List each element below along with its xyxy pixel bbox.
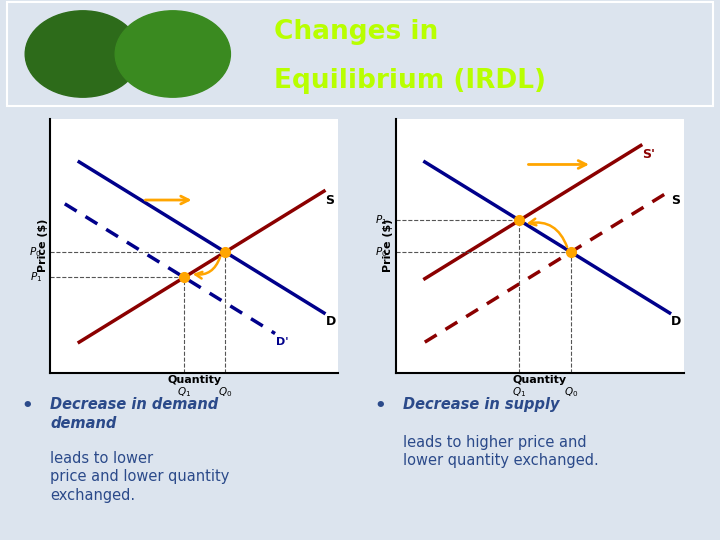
Text: S: S xyxy=(325,194,335,207)
Text: $Q_0$: $Q_0$ xyxy=(218,386,233,399)
Text: $P_0$: $P_0$ xyxy=(30,245,42,259)
Text: Decrease in supply: Decrease in supply xyxy=(403,397,559,413)
Text: S: S xyxy=(671,194,680,207)
Text: •: • xyxy=(374,397,386,415)
Text: Decrease in demand
demand: Decrease in demand demand xyxy=(50,397,219,431)
Text: leads to higher price and
lower quantity exchanged.: leads to higher price and lower quantity… xyxy=(403,435,599,468)
Ellipse shape xyxy=(115,11,230,97)
Text: leads to lower
price and lower quantity
exchanged.: leads to lower price and lower quantity … xyxy=(50,451,230,503)
X-axis label: Quantity: Quantity xyxy=(167,375,222,386)
Text: D: D xyxy=(671,315,681,328)
X-axis label: Quantity: Quantity xyxy=(513,375,567,386)
Text: $P_0$: $P_0$ xyxy=(375,245,387,259)
Y-axis label: Price ($): Price ($) xyxy=(37,219,48,272)
Ellipse shape xyxy=(25,11,140,97)
Y-axis label: Price ($): Price ($) xyxy=(383,219,393,272)
Text: $Q_1$: $Q_1$ xyxy=(177,386,192,399)
Text: Equilibrium (IRDL): Equilibrium (IRDL) xyxy=(274,68,546,94)
Text: $P_1$: $P_1$ xyxy=(30,271,42,285)
Text: $Q_1$: $Q_1$ xyxy=(513,386,526,399)
Text: D: D xyxy=(325,315,336,328)
Text: Changes in: Changes in xyxy=(274,19,438,45)
Text: $P_1$: $P_1$ xyxy=(375,213,387,227)
Text: S': S' xyxy=(642,148,655,161)
Text: $Q_0$: $Q_0$ xyxy=(564,386,578,399)
Text: D': D' xyxy=(276,338,289,347)
Text: •: • xyxy=(22,397,33,415)
